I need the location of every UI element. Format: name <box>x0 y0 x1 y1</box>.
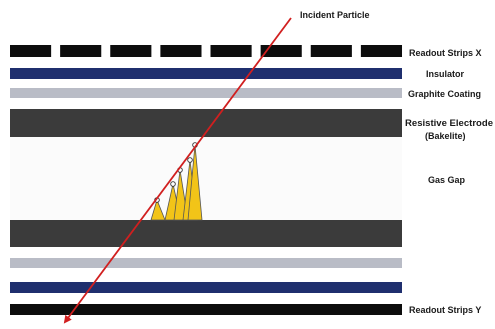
graphite-coating-bottom-layer <box>10 258 402 268</box>
label-bakelite: (Bakelite) <box>425 131 466 141</box>
readout-strip-x-segment <box>210 45 252 57</box>
label-readout-strips-y: Readout Strips Y <box>409 305 481 315</box>
readout-strip-x-segment <box>360 45 403 57</box>
avalanche <box>150 142 203 221</box>
graphite-coating-top-layer <box>10 88 402 98</box>
avalanche-spike-1 <box>150 198 166 221</box>
readout-strip-x-segment <box>260 45 302 57</box>
readout-strip-x-segment <box>60 45 102 57</box>
readout-strip-x-segment <box>110 45 152 57</box>
insulator-bottom-layer <box>10 282 402 293</box>
insulator-top-layer <box>10 68 402 79</box>
label-insulator: Insulator <box>426 69 465 79</box>
label-readout-strips-x: Readout Strips X <box>409 48 482 58</box>
label-gas-gap: Gas Gap <box>428 175 466 185</box>
avalanche-node-4 <box>187 157 193 163</box>
resistive-electrode-bottom <box>10 220 402 247</box>
readout-strips-y-layer <box>10 304 402 315</box>
readout-strip-x-segment <box>310 45 352 57</box>
avalanche-node-2 <box>170 181 176 187</box>
incident-particle-track <box>63 17 292 324</box>
gas-gap-region <box>10 137 402 220</box>
avalanche-spike-5 <box>187 144 203 221</box>
label-incident-particle: Incident Particle <box>300 10 370 20</box>
label-graphite-coating: Graphite Coating <box>408 89 481 99</box>
readout-strip-x-segment <box>160 45 202 57</box>
readout-strips-x <box>10 45 403 57</box>
label-resistive-electrode: Resistive Electrode <box>405 118 493 128</box>
readout-strip-x-segment <box>10 45 52 57</box>
